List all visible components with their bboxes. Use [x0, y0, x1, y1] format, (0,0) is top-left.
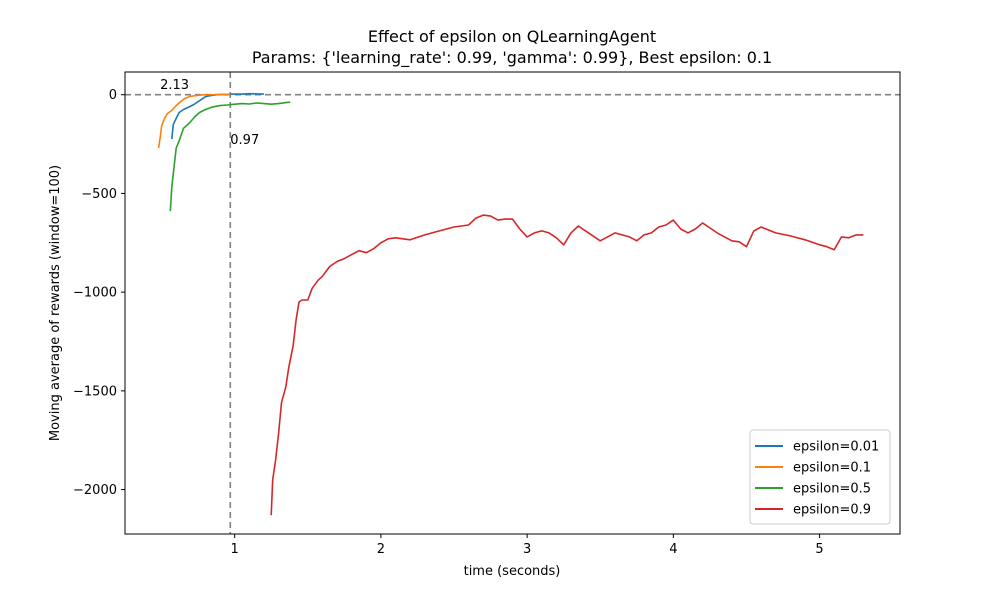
y-tick-label: −1000: [73, 286, 117, 301]
series-line-4: [270, 214, 864, 516]
y-tick-label: −500: [81, 187, 117, 202]
plot-frame: [124, 71, 901, 535]
chart-subtitle: Params: {'learning_rate': 0.99, 'gamma':…: [252, 48, 772, 68]
y-tick-label: −1500: [73, 384, 117, 399]
reference-lines: [125, 72, 900, 534]
x-tick-label: 4: [669, 542, 677, 557]
y-tick-label: −2000: [73, 483, 117, 498]
legend-label: epsilon=0.5: [793, 482, 871, 497]
legend-label: epsilon=0.1: [793, 461, 871, 476]
y-tick-label: 0: [109, 88, 117, 103]
series-line-1: [171, 92, 264, 140]
x-tick-label: 3: [523, 542, 531, 557]
annotations: 2.13 0.97: [160, 78, 259, 148]
legend-label: epsilon=0.01: [793, 440, 879, 455]
x-tick-label: 1: [231, 542, 239, 557]
legend: epsilon=0.01 epsilon=0.1 epsilon=0.5 epsilo…: [749, 429, 891, 525]
y-axis-label: Moving average of rewards (window=100): [48, 165, 63, 441]
annotation-label: 0.97: [230, 133, 259, 148]
y-axis: 0 −500 −1000 −1500 −2000: [73, 88, 125, 498]
x-tick-label: 2: [377, 542, 385, 557]
chart-title: Effect of epsilon on QLearningAgent: [368, 27, 656, 46]
x-axis: 1 2 3 4 5: [231, 534, 824, 557]
legend-box: [749, 429, 891, 525]
x-tick-label: 5: [815, 542, 823, 557]
x-axis-label: time (seconds): [464, 564, 561, 579]
series-line-2: [157, 93, 231, 149]
series-layer: [157, 92, 864, 516]
annotation-label: 2.13: [160, 78, 189, 93]
series-line-3: [169, 101, 291, 212]
legend-label: epsilon=0.9: [793, 503, 871, 518]
